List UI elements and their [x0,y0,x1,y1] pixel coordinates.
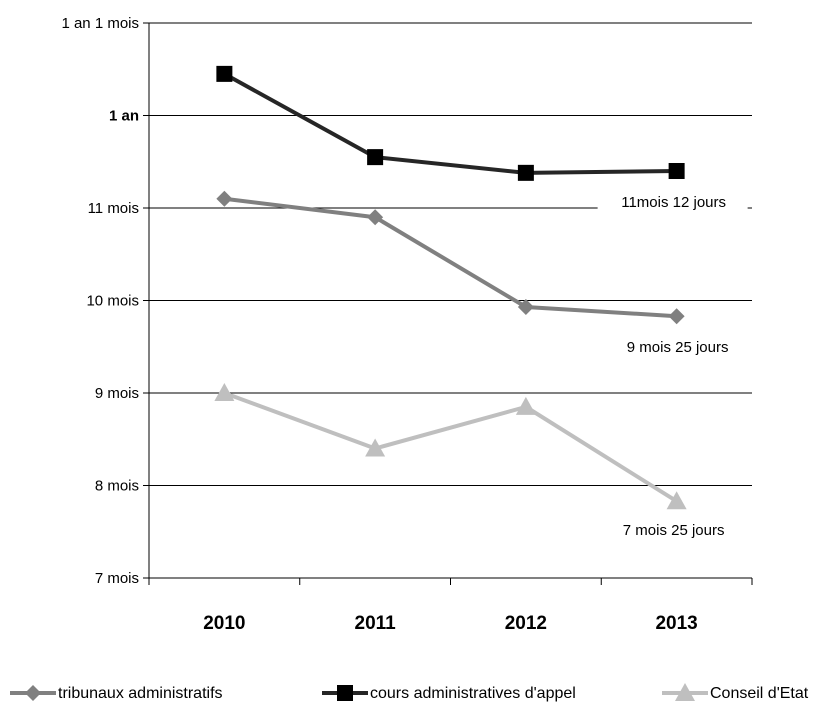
y-tick-label: 10 mois [86,293,139,310]
data-point-square [517,164,534,181]
x-category-label: 2013 [655,613,697,634]
x-category-label: 2010 [203,613,245,634]
y-tick-label: 1 an 1 mois [61,15,139,32]
legend-label: Conseil d'Etat [710,685,809,702]
y-tick-label: 7 mois [95,570,139,587]
axes [143,22,753,585]
series-lines [214,65,687,510]
data-point-triangle [666,491,687,510]
y-tick-label: 9 mois [95,385,139,402]
data-point-square [337,685,353,701]
legend: tribunaux administratifs cours administra… [10,683,809,702]
x-category-label: 2012 [505,613,547,634]
x-category-label: 2011 [355,613,397,634]
data-point-triangle [515,396,536,415]
series-line [224,196,677,319]
data-point-diamond [25,685,41,701]
y-tick-label: 1 an [109,108,139,125]
data-point-square [668,163,685,179]
gridlines [149,22,752,486]
data-point-diamond [216,190,233,207]
y-tick-label: 8 mois [95,478,139,495]
data-labels: 9 mois 25 jours 11mois 12 jours 7 mois 25 … [597,191,748,539]
data-label: 11mois 12 jours [621,194,726,211]
y-tick-label: 11 mois [88,200,139,217]
data-point-triangle [675,683,695,701]
data-point-square [216,65,233,82]
legend-label: cours administratives d'appel [370,685,576,702]
series-line [223,72,677,175]
data-label: 7 mois 25 jours [623,522,725,539]
x-axis-category-labels: 2010 2011 2012 2013 [203,613,698,634]
data-point-diamond [367,209,384,226]
data-label-bg [597,191,748,213]
y-axis-tick-labels: 7 mois 8 mois 9 mois 10 mois 11 mois 1 an 1 an… [61,15,139,587]
data-point-square [367,149,384,166]
data-point-diamond [517,298,534,315]
series-line [223,391,678,503]
data-point-diamond [668,308,685,325]
data-point-triangle [365,438,386,457]
data-label: 9 mois 25 jours [627,339,729,356]
data-point-triangle [214,383,235,401]
legend-label: tribunaux administratifs [58,685,223,702]
